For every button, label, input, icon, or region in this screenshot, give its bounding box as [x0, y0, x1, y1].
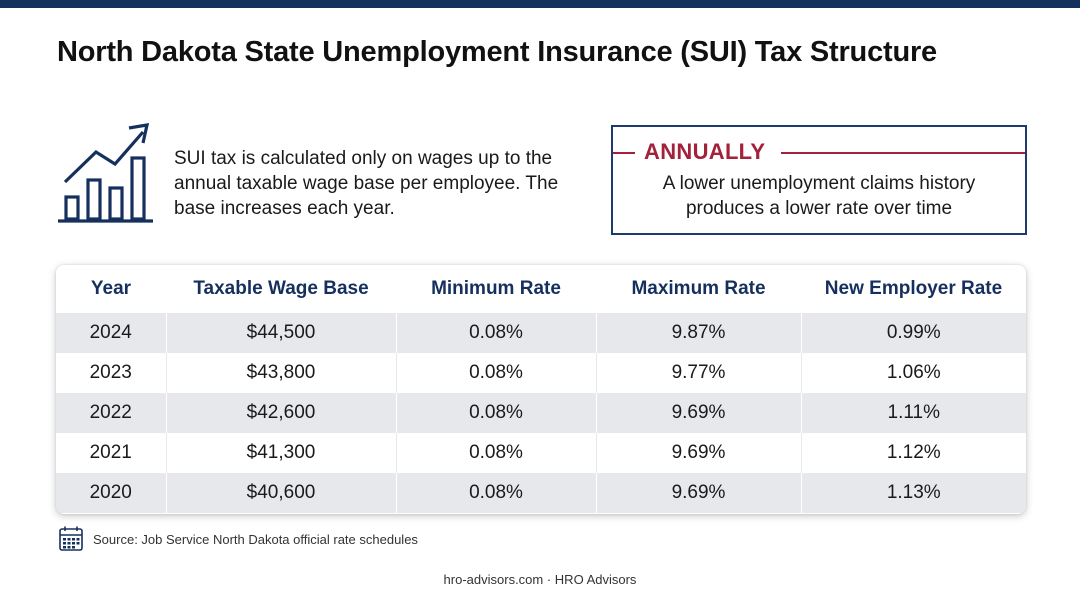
intro-text: SUI tax is calculated only on wages up t…	[174, 148, 559, 219]
calendar-icon	[59, 526, 83, 551]
header-taxable-wage-base: Taxable Wage Base	[166, 265, 396, 313]
cell-min-rate: 0.08%	[396, 353, 597, 393]
annual-callout-box: ANNUALLY A lower unemployment claims his…	[611, 125, 1027, 235]
callout-rule-left	[613, 152, 635, 154]
callout-text: A lower unemployment claims history prod…	[613, 171, 1025, 221]
cell-year: 2020	[56, 473, 167, 513]
table-row: 2024 $44,500 0.08% 9.87% 0.99%	[56, 313, 1026, 353]
header-year: Year	[56, 265, 166, 313]
cell-min-rate: 0.08%	[396, 393, 597, 433]
rate-table-card: Year Taxable Wage Base Minimum Rate Maxi…	[56, 265, 1026, 514]
table-row: 2020 $40,600 0.08% 9.69% 1.13%	[56, 473, 1026, 513]
cell-year: 2021	[56, 433, 167, 473]
cell-wage-base: $40,600	[166, 473, 397, 513]
cell-wage-base: $41,300	[166, 433, 397, 473]
header-minimum-rate: Minimum Rate	[396, 265, 596, 313]
header-maximum-rate: Maximum Rate	[596, 265, 801, 313]
cell-max-rate: 9.77%	[596, 353, 802, 393]
table-row: 2022 $42,600 0.08% 9.69% 1.11%	[56, 393, 1026, 433]
cell-new-employer-rate: 1.11%	[801, 393, 1026, 433]
cell-wage-base: $43,800	[166, 353, 397, 393]
table-header-row: Year Taxable Wage Base Minimum Rate Maxi…	[56, 265, 1026, 313]
table-row: 2023 $43,800 0.08% 9.77% 1.06%	[56, 353, 1026, 393]
cell-wage-base: $44,500	[166, 313, 397, 353]
cell-min-rate: 0.08%	[396, 313, 597, 353]
rate-table: Year Taxable Wage Base Minimum Rate Maxi…	[56, 265, 1026, 513]
source-text: Source: Job Service North Dakota officia…	[93, 531, 418, 547]
cell-year: 2023	[56, 353, 167, 393]
cell-new-employer-rate: 1.12%	[801, 433, 1026, 473]
page-title: North Dakota State Unemployment Insuranc…	[57, 36, 937, 68]
cell-year: 2024	[56, 313, 167, 353]
footer-credit: hro-advisors.com · HRO Advisors	[443, 572, 637, 587]
cell-min-rate: 0.08%	[396, 433, 597, 473]
cell-wage-base: $42,600	[166, 393, 397, 433]
callout-text-line-1: A lower unemployment claims history	[662, 173, 976, 194]
callout-heading: ANNUALLY	[644, 139, 766, 164]
cell-max-rate: 9.87%	[596, 313, 802, 353]
cell-min-rate: 0.08%	[396, 473, 597, 513]
cell-new-employer-rate: 0.99%	[801, 313, 1026, 353]
source-note: Source: Job Service North Dakota officia…	[59, 526, 418, 552]
table-row: 2021 $41,300 0.08% 9.69% 1.12%	[56, 433, 1026, 473]
cell-new-employer-rate: 1.06%	[801, 353, 1026, 393]
callout-text-line-2: produces a lower rate over time	[685, 198, 953, 219]
callout-rule-right	[781, 152, 1025, 154]
cell-year: 2022	[56, 393, 167, 433]
header-new-employer-rate: New Employer Rate	[801, 265, 1026, 313]
cell-max-rate: 9.69%	[596, 433, 802, 473]
cell-max-rate: 9.69%	[596, 393, 802, 433]
bar-chart-trend-icon	[58, 123, 153, 223]
top-accent-bar	[0, 0, 1080, 8]
cell-new-employer-rate: 1.13%	[801, 473, 1026, 513]
cell-max-rate: 9.69%	[596, 473, 802, 513]
